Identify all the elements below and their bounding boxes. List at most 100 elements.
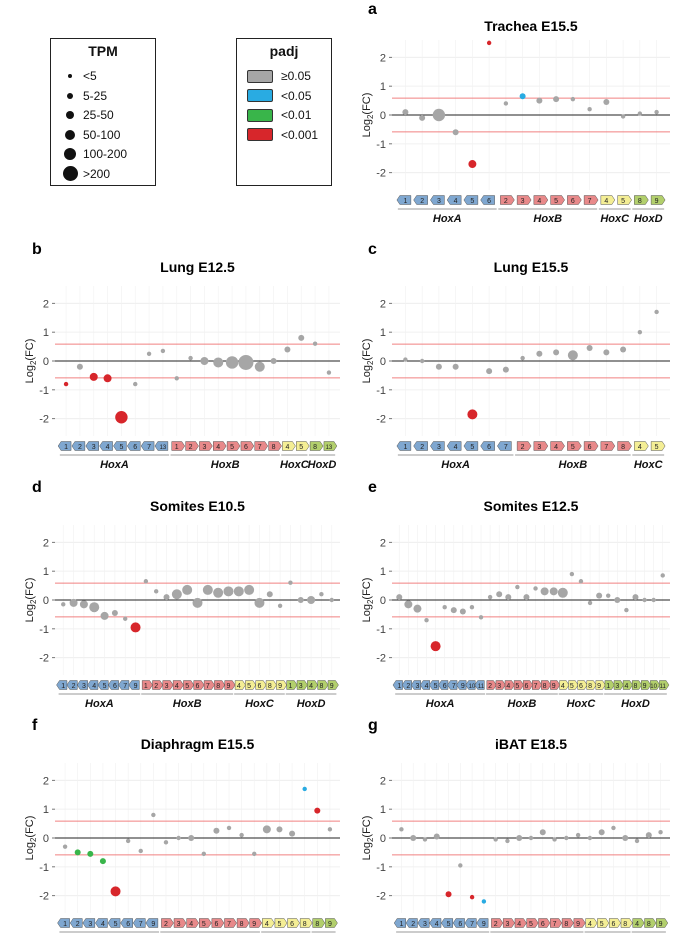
gene-number: 8: [647, 921, 651, 928]
gene-arrow: [154, 441, 169, 451]
gene-number: 9: [643, 683, 647, 690]
gene-number: 1: [397, 683, 401, 690]
gene-arrow: [583, 195, 599, 205]
group-label: HoxB: [533, 213, 562, 225]
gene-arrow: [641, 680, 652, 690]
gene-arrow: [463, 195, 479, 205]
gene-number: 9: [328, 921, 332, 928]
gene-arrow: [312, 918, 326, 928]
gene-arrow: [161, 918, 174, 928]
data-point: [123, 616, 128, 621]
gene-number: 5: [621, 198, 625, 205]
y-tick-label: -2: [39, 653, 49, 665]
gene-arrow: [234, 680, 246, 690]
y-tick-label: 0: [380, 833, 386, 845]
y-tick-label: -1: [39, 624, 49, 636]
gene-arrow: [613, 680, 624, 690]
panel-label: a: [368, 1, 377, 18]
gene-number: 9: [134, 683, 138, 690]
gene-arrow: [559, 680, 570, 690]
data-point: [326, 370, 332, 375]
gene-arrow: [622, 680, 633, 690]
data-point: [262, 825, 271, 834]
gene-number: 3: [299, 683, 303, 690]
gene-arrow: [193, 680, 205, 690]
y-tick-label: 2: [380, 298, 386, 310]
data-point: [163, 594, 170, 601]
gene-arrow: [608, 918, 621, 928]
y-tick-label: 2: [43, 775, 49, 787]
gene-number: 4: [175, 683, 179, 690]
data-point: [567, 350, 578, 361]
gene-arrow: [265, 680, 277, 690]
data-point: [620, 114, 626, 119]
group-label: HoxA: [441, 459, 470, 471]
tpm-legend-dot: [63, 147, 77, 161]
gene-arrow: [573, 918, 586, 928]
gene-arrow: [495, 680, 506, 690]
gene-number: 4: [309, 683, 313, 690]
y-tick-label: 2: [380, 775, 386, 787]
data-point: [110, 886, 121, 897]
chart-title: Somites E10.5: [150, 498, 245, 514]
gene-arrow: [71, 441, 86, 451]
gene-number: 4: [604, 198, 608, 205]
gene-arrow: [600, 441, 616, 451]
data-point: [213, 587, 224, 598]
gene-number: 11: [478, 684, 485, 690]
y-tick-label: 0: [43, 833, 49, 845]
gene-arrow: [254, 441, 269, 451]
gene-number: 1: [288, 683, 292, 690]
gene-number: 3: [415, 683, 419, 690]
gene-arrow: [597, 918, 610, 928]
padj-legend-swatch: [247, 108, 273, 122]
gene-number: 8: [315, 921, 319, 928]
gene-arrow: [430, 441, 445, 451]
data-point: [188, 355, 193, 361]
gene-number: 8: [216, 683, 220, 690]
padj-legend-swatch: [247, 89, 273, 102]
data-point: [254, 361, 265, 372]
gene-arrow: [583, 441, 599, 451]
data-point: [452, 363, 459, 370]
gene-arrow: [480, 441, 495, 451]
gene-arrow: [199, 918, 212, 928]
group-label: HoxA: [426, 698, 455, 710]
data-point: [467, 409, 478, 420]
data-point: [481, 899, 487, 904]
data-point: [569, 571, 575, 577]
gene-number: 5: [554, 198, 558, 205]
data-point: [549, 587, 558, 596]
data-point: [404, 600, 413, 609]
gene-arrow: [249, 918, 263, 928]
data-point: [645, 832, 652, 839]
tpm-legend-item: 5-25: [61, 87, 107, 105]
data-point: [74, 849, 81, 856]
gene-arrow: [541, 680, 552, 690]
gene-number: 7: [258, 444, 262, 451]
chart-panel-b: b Lung E12.5 2 1 0 -1 -2 Log2(FC) 1 2 3 4 5 6 7 13 1 2 3 4 5…: [24, 241, 340, 471]
group-label: HoxB: [508, 698, 537, 710]
chart-panel-a: a Trachea E15.5 2 1 0 -1 -2 Log2(FC) 1 2 3 4 5 6 2 3 4 5 6…: [361, 1, 670, 225]
data-point: [284, 346, 291, 353]
gene-number: 7: [123, 683, 127, 690]
gene-number: 3: [92, 444, 96, 451]
data-point: [61, 602, 66, 607]
gene-arrow: [274, 918, 288, 928]
data-point: [505, 838, 510, 844]
gene-number: 1: [403, 444, 407, 451]
y-tick-label: -2: [39, 891, 49, 903]
data-point: [410, 835, 417, 841]
data-point: [100, 611, 109, 620]
data-point: [424, 617, 429, 623]
gene-number: 1: [63, 921, 67, 928]
data-point: [430, 641, 441, 652]
data-point: [307, 596, 316, 604]
gene-arrow: [533, 441, 549, 451]
y-tick-label: 2: [43, 298, 49, 310]
gene-number: 9: [227, 683, 231, 690]
data-point: [658, 830, 663, 835]
gene-arrow: [186, 918, 200, 928]
data-point: [111, 609, 118, 616]
gene-number: 4: [435, 921, 439, 928]
